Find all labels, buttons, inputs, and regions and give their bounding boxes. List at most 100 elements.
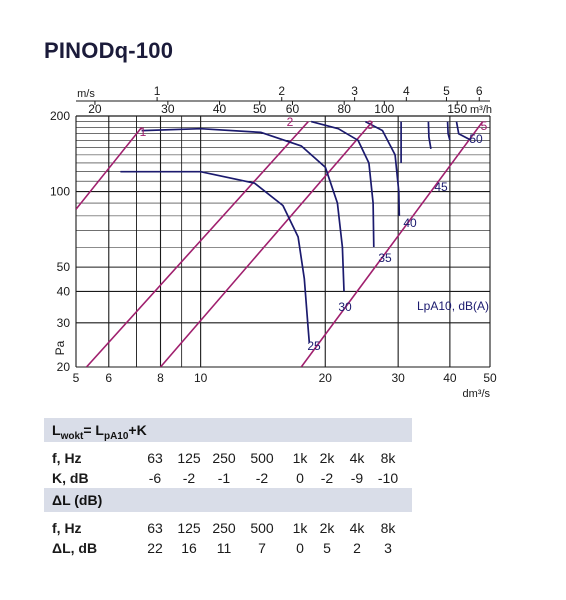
y-tick-label: 20 (57, 360, 71, 374)
ms-tick-label: 1 (154, 84, 161, 98)
x-tick-label: 30 (391, 371, 405, 385)
spl-label-35: 35 (378, 251, 392, 265)
cell: 63 (147, 450, 163, 466)
cell: 2k (319, 520, 335, 536)
k-freq-row: f, Hz 63 125 250 500 1k 2k 4k 8k (44, 448, 412, 468)
m3h-tick-label: 80 (338, 102, 352, 116)
cell: 250 (212, 450, 236, 466)
dl-value-row: ΔL, dB 22 16 11 7 0 5 2 3 (44, 538, 412, 558)
ms-tick-label: 2 (278, 84, 285, 98)
cell: -6 (148, 470, 162, 486)
x-tick-label: 5 (73, 371, 80, 385)
cell: 500 (250, 520, 274, 536)
cell: 7 (258, 540, 266, 556)
spl-curve-50 (427, 121, 432, 149)
cell: 250 (212, 520, 236, 536)
cell: 8k (380, 450, 396, 466)
cell: 0 (296, 470, 304, 486)
spl-curve-30 (141, 127, 345, 292)
velocity-line-1 (76, 126, 143, 210)
m3h-tick-label: 100 (374, 102, 394, 116)
row-label: f, Hz (52, 520, 82, 536)
cell: 0 (296, 540, 304, 556)
cell: -1 (217, 470, 231, 486)
k-table-header: Lwokt= LpA10+K (44, 418, 412, 442)
y-tick-label: 50 (57, 260, 71, 274)
top-axis-ms-label: m/s (77, 88, 95, 100)
ms-tick-label: 4 (403, 84, 410, 98)
m3h-tick-label: 150 (447, 102, 467, 116)
chart: 20 30 40 50 100 200 5 6 8 10 20 30 40 50 dm³/s Pa m/s 1 2 3… (50, 84, 497, 400)
y-tick-label: 200 (50, 109, 70, 123)
top-axis-m3h-label: m³/h (470, 104, 492, 116)
cell: 1k (292, 520, 308, 536)
m3h-tick-label: 40 (213, 102, 227, 116)
velocity-label-1: 1 (140, 125, 147, 139)
spl-curve-35 (310, 120, 375, 248)
x-tick-label: 10 (194, 371, 208, 385)
dl-table-header: ΔL (dB) (44, 488, 412, 512)
cell: 125 (177, 450, 201, 466)
cell: -2 (182, 470, 196, 486)
y-tick-label: 30 (57, 316, 71, 330)
velocity-label-5: 5 (481, 119, 488, 133)
x-tick-label: 40 (443, 371, 457, 385)
cell: 63 (147, 520, 163, 536)
grid (75, 97, 491, 368)
m3h-tick-label: 20 (88, 102, 102, 116)
cell: -9 (350, 470, 364, 486)
spl-curve (455, 121, 472, 142)
cell: 125 (177, 520, 201, 536)
x-tick-label: 8 (157, 371, 164, 385)
velocity-label-2: 2 (287, 115, 294, 129)
x-axis-label: dm³/s (463, 388, 491, 400)
dl-freq-row: f, Hz 63 125 250 500 1k 2k 4k 8k (44, 518, 412, 538)
dl-table: ΔL (dB) f, Hz 63 125 250 500 1k 2k 4k 8k… (44, 488, 412, 558)
velocity-line-3 (159, 121, 374, 367)
cell: 22 (147, 540, 163, 556)
cell: 500 (250, 450, 274, 466)
velocity-label-3: 3 (367, 118, 374, 132)
row-label: ΔL, dB (52, 540, 98, 556)
cell: -10 (377, 470, 399, 486)
spl-curve-25 (120, 170, 311, 343)
cell: 5 (323, 540, 331, 556)
cell: 3 (384, 540, 392, 556)
spl-label-45: 45 (434, 180, 448, 194)
spl-curve-40 (365, 120, 401, 216)
m3h-tick-label: 60 (286, 102, 300, 116)
velocity-line-2 (85, 121, 309, 367)
spl-label-30: 30 (338, 300, 352, 314)
x-tick-label: 50 (483, 371, 497, 385)
cell: -2 (320, 470, 334, 486)
cell: 16 (181, 540, 197, 556)
spl-label-40: 40 (403, 216, 417, 230)
page-title: PINODq-100 (44, 38, 174, 63)
velocity-line-5 (300, 121, 484, 367)
cell: -2 (255, 470, 269, 486)
cell: 1k (292, 450, 308, 466)
cell: 2 (353, 540, 361, 556)
row-label: K, dB (52, 470, 89, 486)
m3h-tick-label: 50 (253, 102, 267, 116)
x-tick-label: 20 (319, 371, 333, 385)
m3h-tick-label: 30 (161, 102, 175, 116)
cell: 4k (349, 450, 365, 466)
y-tick-label: 100 (50, 185, 70, 199)
y-axis-label: Pa (53, 340, 67, 355)
ms-tick-label: 6 (476, 84, 483, 98)
cell: 8k (380, 520, 396, 536)
cell: 11 (216, 540, 232, 556)
spl-label-50: 50 (469, 132, 483, 146)
lpa10-annotation: LpA10, dB(A) (417, 299, 489, 313)
spl-curve (446, 121, 451, 141)
cell: 4k (349, 520, 365, 536)
y-tick-label: 40 (57, 284, 71, 298)
ms-tick-label: 3 (351, 84, 358, 98)
spl-label-25: 25 (307, 339, 321, 353)
row-label: f, Hz (52, 450, 82, 466)
cell: 2k (319, 450, 335, 466)
k-value-row: K, dB -6 -2 -1 -2 0 -2 -9 -10 (44, 468, 412, 488)
x-tick-label: 6 (105, 371, 112, 385)
ms-tick-label: 5 (443, 84, 450, 98)
